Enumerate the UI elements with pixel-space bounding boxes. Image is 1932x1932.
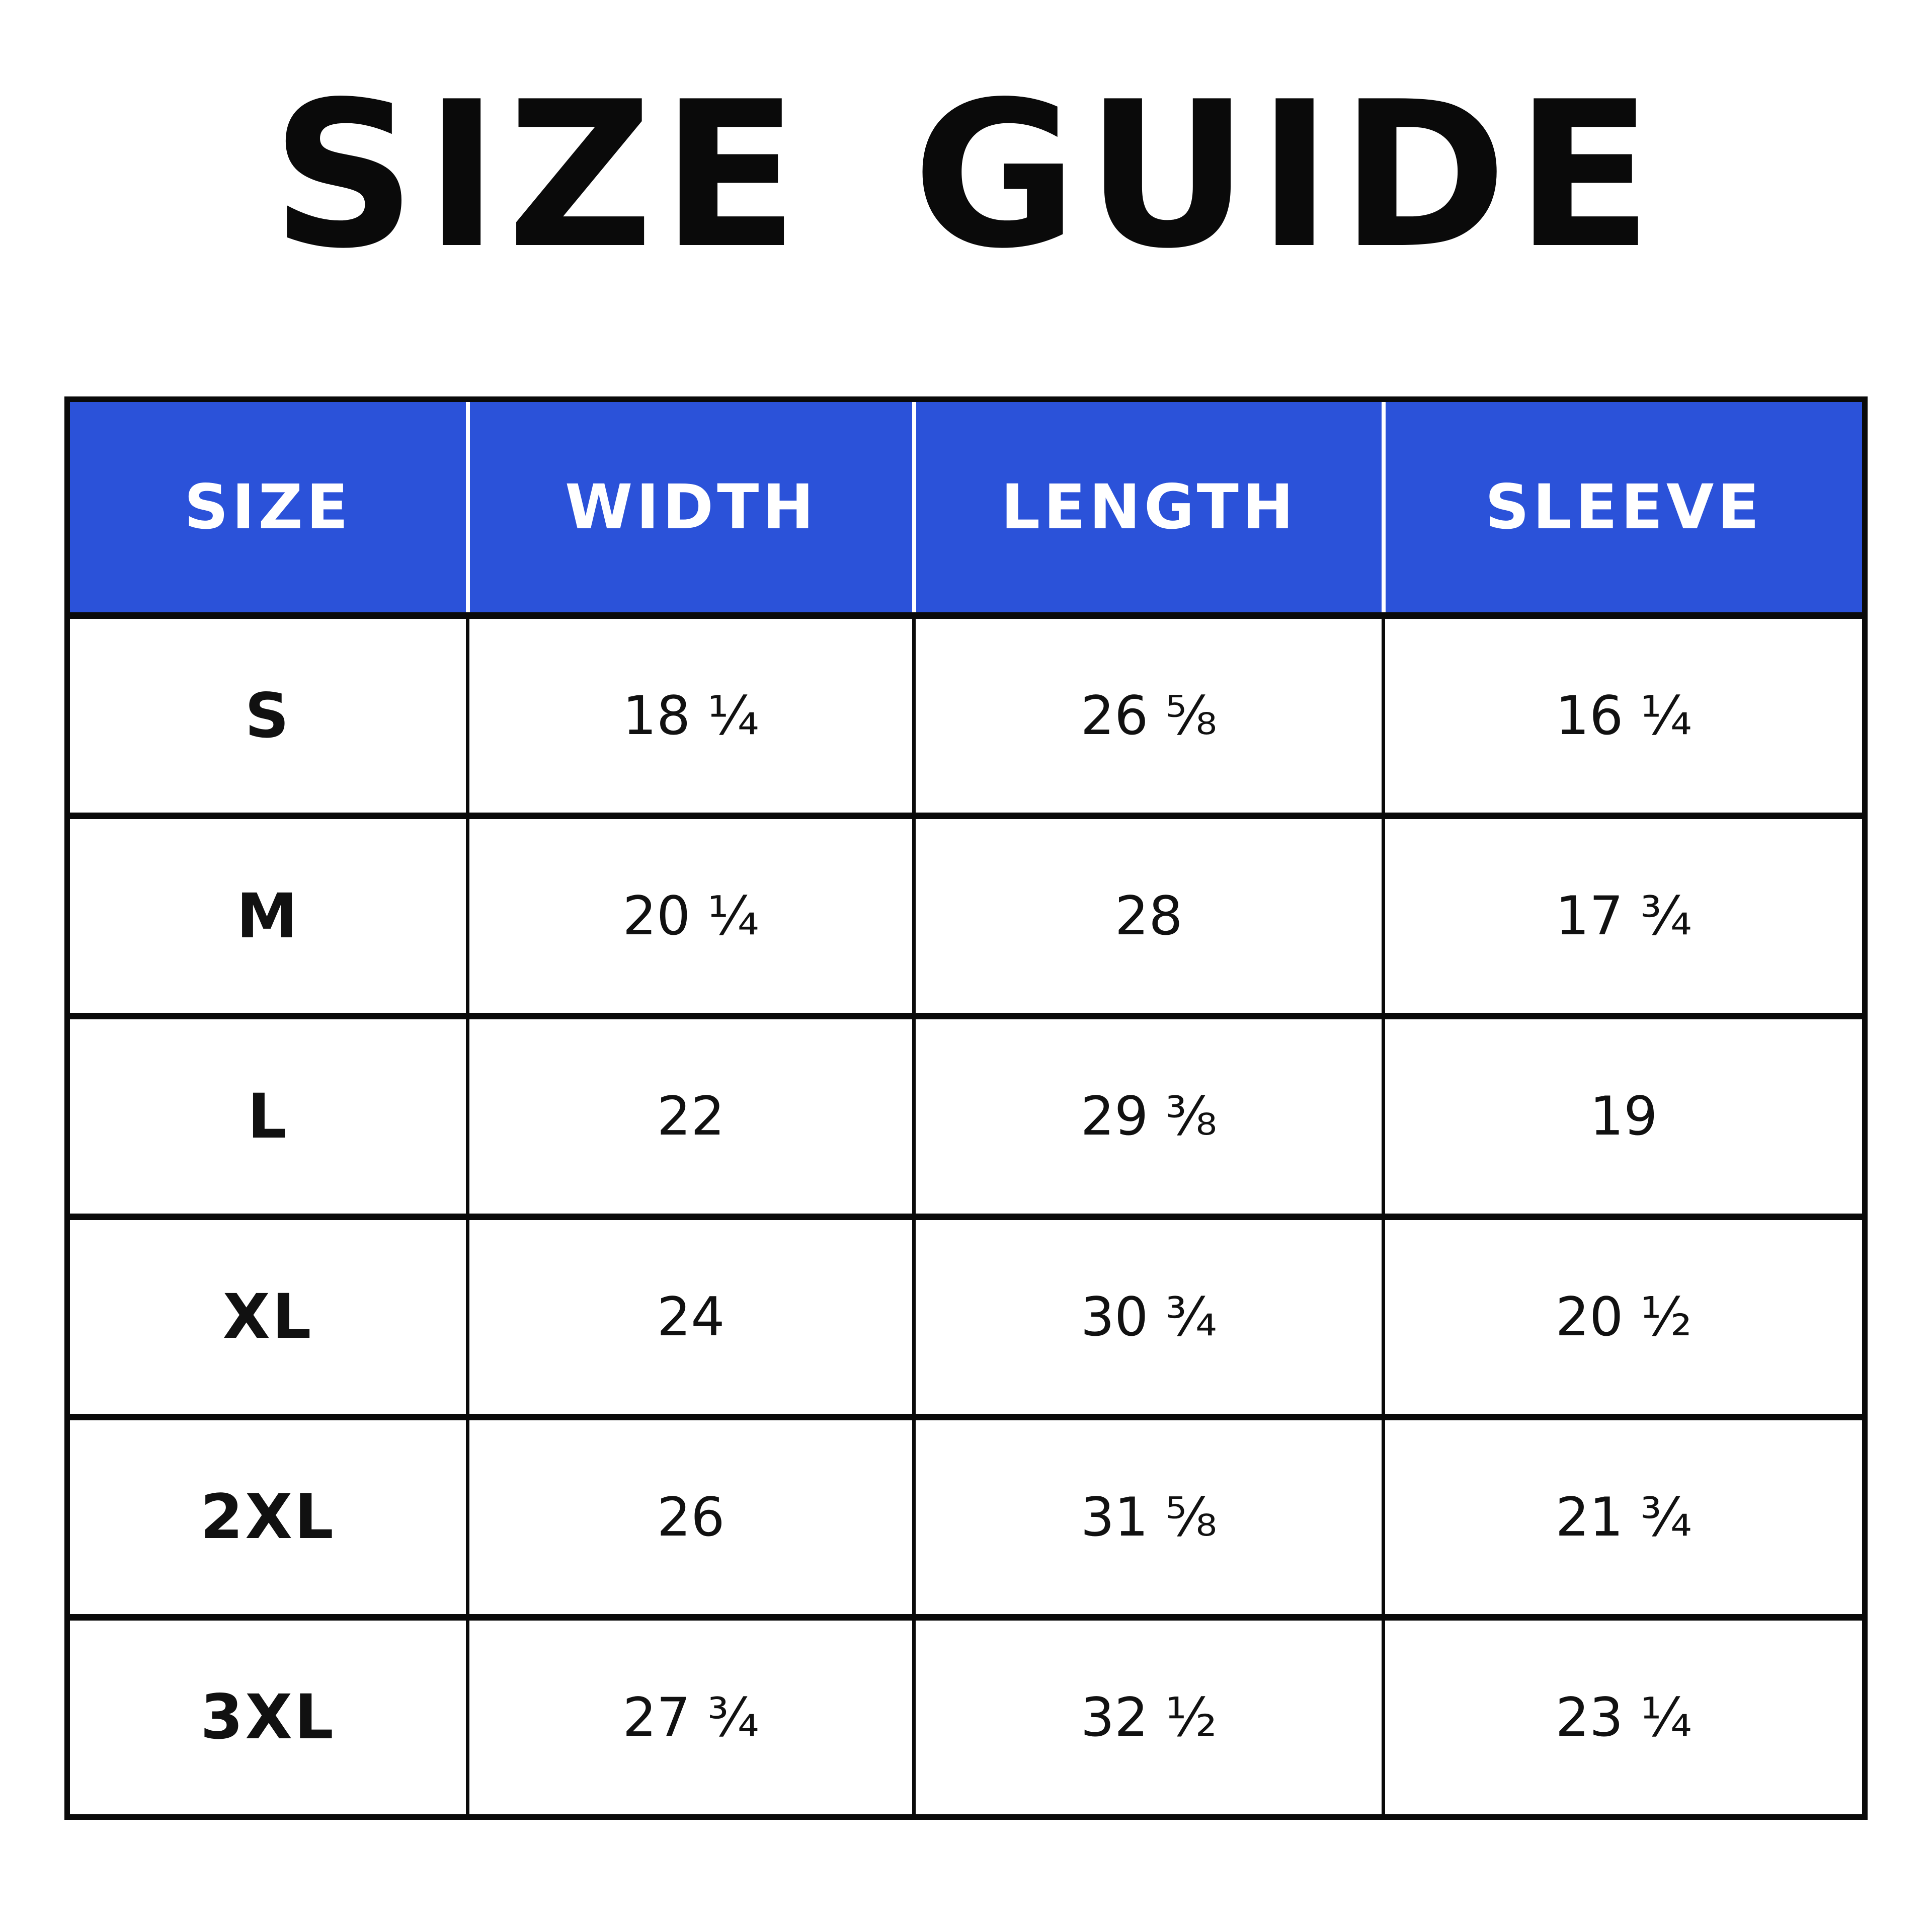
size-guide-table: SIZE WIDTH LENGTH SLEEVE S 18 ¼ 26 ⅝ 16 … — [64, 396, 1868, 1820]
table-row-xl: XL 24 30 ¾ 20 ½ — [70, 1213, 1862, 1414]
row-m-sleeve-value: 17 ¾ — [1382, 819, 1862, 1013]
row-m-length-value: 28 — [912, 819, 1382, 1013]
row-3xl-width-value: 27 ¾ — [466, 1620, 912, 1815]
row-m-size-label: M — [236, 880, 300, 952]
row-2xl-length-value: 31 ⅝ — [912, 1420, 1382, 1614]
row-l-size-label: L — [247, 1080, 289, 1152]
row-3xl-size-label: 3XL — [200, 1681, 336, 1753]
row-l-width-value: 22 — [466, 1019, 912, 1214]
row-2xl-size-label: 2XL — [200, 1481, 336, 1553]
row-m-width-value: 20 ¼ — [466, 819, 912, 1013]
row-s-length-value: 26 ⅝ — [912, 619, 1382, 813]
header-cell-length: LENGTH — [912, 402, 1382, 612]
table-row-m: M 20 ¼ 28 17 ¾ — [70, 813, 1862, 1013]
header-cell-sleeve: SLEEVE — [1382, 402, 1862, 612]
row-s-width-value: 18 ¼ — [466, 619, 912, 813]
header-cell-size: SIZE — [184, 471, 352, 543]
table-row-3xl: 3XL 27 ¾ 32 ½ 23 ¼ — [70, 1614, 1862, 1815]
row-s-size-label: S — [245, 680, 291, 752]
row-3xl-sleeve-value: 23 ¼ — [1382, 1620, 1862, 1815]
row-xl-width-value: 24 — [466, 1220, 912, 1414]
row-xl-sleeve-value: 20 ½ — [1382, 1220, 1862, 1414]
row-3xl-length-value: 32 ½ — [912, 1620, 1382, 1815]
row-xl-size-label: XL — [222, 1281, 313, 1353]
table-row-2xl: 2XL 26 31 ⅝ 21 ¾ — [70, 1413, 1862, 1614]
row-s-sleeve-value: 16 ¼ — [1382, 619, 1862, 813]
table-row-s: S 18 ¼ 26 ⅝ 16 ¼ — [70, 612, 1862, 813]
row-l-length-value: 29 ⅜ — [912, 1019, 1382, 1214]
table-row-l: L 22 29 ⅜ 19 — [70, 1013, 1862, 1214]
table-header-row: SIZE WIDTH LENGTH SLEEVE — [70, 402, 1862, 612]
row-l-sleeve-value: 19 — [1382, 1019, 1862, 1214]
row-2xl-sleeve-value: 21 ¾ — [1382, 1420, 1862, 1614]
page-title: SIZE GUIDE — [271, 59, 1661, 293]
row-2xl-width-value: 26 — [466, 1420, 912, 1614]
header-cell-width: WIDTH — [466, 402, 912, 612]
row-xl-length-value: 30 ¾ — [912, 1220, 1382, 1414]
